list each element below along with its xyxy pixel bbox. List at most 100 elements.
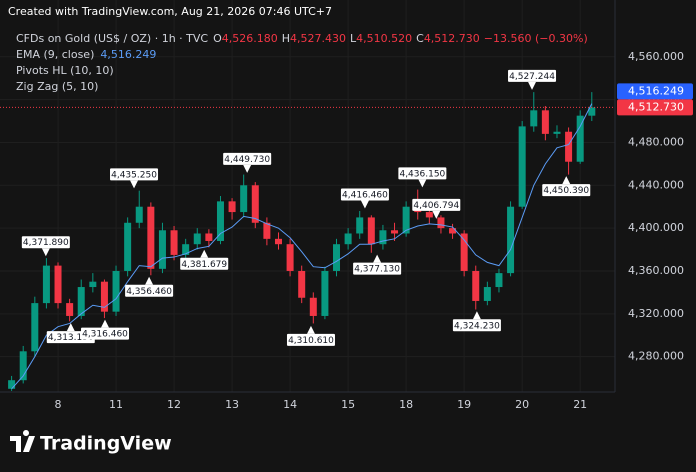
pivot-label: 4,310.610	[286, 325, 335, 346]
x-tick-label: 21	[573, 398, 587, 411]
pivot-pointer	[528, 81, 537, 90]
candle-body	[124, 222, 132, 271]
y-tick-label: 4,480.000	[628, 135, 684, 148]
pivot-box	[452, 319, 501, 332]
pivot-text: 4,416.460	[342, 191, 388, 201]
ohlc-value: 4,526.180	[222, 32, 278, 45]
x-tick-label: 15	[341, 398, 355, 411]
candle-body	[251, 185, 259, 223]
candle-body	[216, 201, 224, 241]
pivot-text: 4,371.890	[23, 238, 69, 248]
pivot-text: 4,324.230	[454, 321, 500, 331]
pivot-label: 4,377.130	[353, 254, 402, 275]
x-tick-label: 19	[457, 398, 471, 411]
indicator: Pivots HL (10, 10)	[16, 64, 114, 77]
indicator: Zig Zag (5, 10)	[16, 80, 98, 93]
pivot-text: 4,436.150	[399, 169, 445, 179]
candle-body	[518, 126, 526, 207]
candle-body	[42, 265, 50, 304]
candle-body	[344, 233, 352, 245]
pivot-label: 4,436.150	[398, 167, 447, 188]
pivot-box	[223, 152, 272, 165]
pivot-pointer	[472, 311, 481, 320]
candle-body	[205, 233, 213, 241]
y-tick-label: 4,400.000	[628, 221, 684, 234]
candle-body	[425, 212, 433, 218]
ohlc-value: 4,527.430	[290, 32, 346, 45]
candle-body	[356, 217, 364, 234]
pivot-pointer	[41, 248, 50, 257]
candle-body	[31, 303, 39, 352]
ohlc-key: O	[213, 32, 222, 45]
pivot-label: 4,527.244	[508, 69, 557, 90]
candle-body	[576, 115, 584, 162]
candle-body	[321, 270, 329, 316]
candle-body	[100, 281, 108, 312]
pivot-text: 4,435.250	[111, 170, 157, 180]
pivot-box	[110, 168, 159, 181]
candle-body	[541, 110, 549, 134]
pivot-box	[286, 333, 335, 346]
candle-body	[77, 287, 85, 316]
pivot-label: 4,371.890	[21, 236, 70, 257]
pivot-box	[21, 236, 70, 249]
pivot-box	[508, 69, 557, 82]
candle-body	[472, 270, 480, 301]
candle-body	[158, 230, 166, 269]
y-tick-label: 4,320.000	[628, 307, 684, 320]
pivot-label: 4,381.679	[180, 249, 229, 270]
candle-body	[402, 206, 410, 234]
symbol-line: CFDs on Gold (US$ / OZ) · 1h · TVC O4,526…	[16, 32, 588, 45]
pivot-text: 4,310.610	[288, 336, 334, 346]
candle-body	[507, 206, 515, 274]
pivot-pointer	[130, 180, 139, 189]
candle-body	[135, 206, 143, 223]
candle-body	[298, 270, 306, 298]
pivot-text: 4,406.794	[413, 201, 459, 211]
pivot-pointer	[373, 254, 382, 263]
pivot-text: 4,313.150	[48, 333, 94, 343]
pivot-box	[340, 188, 389, 201]
pivot-label: 4,435.250	[110, 168, 159, 189]
x-tick-label: 8	[55, 398, 62, 411]
ema-badge	[617, 83, 693, 100]
candle-body	[553, 131, 561, 134]
pivot-label: 4,316.460	[81, 319, 130, 340]
indicator-value: 4,516.249	[100, 48, 156, 61]
candle-body	[228, 201, 236, 213]
candle-body	[263, 222, 271, 239]
pivot-pointer	[145, 276, 154, 285]
pivot-label: 4,356.460	[125, 276, 174, 297]
candle-body	[286, 244, 294, 271]
candle-body	[8, 380, 16, 389]
symbol: CFDs on Gold (US$ / OZ) · 1h · TVC	[16, 32, 208, 45]
x-tick-label: 13	[225, 398, 239, 411]
pivot-box	[180, 257, 229, 270]
pivot-label: 4,416.460	[340, 188, 389, 209]
candle-body	[449, 228, 457, 234]
pivot-text: 4,381.679	[181, 260, 227, 270]
pivot-pointer	[306, 325, 315, 334]
y-tick-label: 4,280.000	[628, 350, 684, 363]
ohlc-key: H	[282, 32, 290, 45]
candle-body	[89, 281, 97, 288]
candle-body	[182, 244, 190, 255]
candle-body	[588, 107, 596, 116]
ema-badge-text: 4,516.249	[628, 84, 684, 97]
candle-body	[379, 230, 387, 245]
x-tick-label: 12	[167, 398, 181, 411]
y-tick-label: 4,440.000	[628, 178, 684, 191]
pivot-pointer	[200, 249, 209, 258]
candle-body	[333, 244, 341, 271]
pivot-text: 4,377.130	[354, 265, 400, 275]
pivot-box	[542, 184, 591, 197]
candle-body	[193, 233, 201, 245]
pivot-box	[412, 198, 461, 211]
logo-text: TradingView	[40, 433, 172, 455]
pivot-label: 4,406.794	[412, 198, 461, 219]
candle-body	[147, 206, 155, 269]
candle-body	[391, 230, 399, 234]
pivot-label: 4,324.230	[452, 311, 501, 332]
ema-line	[11, 103, 593, 390]
change: −13.560 (−0.30%)	[484, 32, 588, 45]
